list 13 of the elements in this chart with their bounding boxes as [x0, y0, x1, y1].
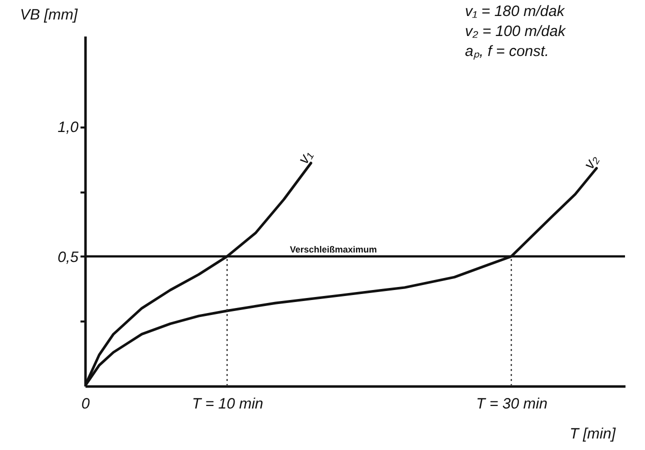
x-tick-label: T = 10 min [192, 396, 264, 412]
y-tick-label: 1,0 [58, 119, 80, 136]
y-axis-title: VB [mm] [20, 6, 78, 24]
annotation: v₂ = 100 m/dak [465, 23, 567, 40]
y-tick-label: 0,5 [58, 248, 80, 266]
text: v₂ [580, 152, 602, 172]
x-tick-label: 0 [81, 396, 90, 412]
ref-line-label: Verschleißmaximum [290, 244, 377, 254]
text: v₁ [295, 148, 316, 167]
text: v₁ = 180 m/dak [465, 3, 566, 20]
x-axis-title: T [min] [570, 426, 616, 442]
annotation: aₚ, f = const. [465, 43, 549, 60]
x-tick-label: T = 30 min [476, 396, 548, 412]
